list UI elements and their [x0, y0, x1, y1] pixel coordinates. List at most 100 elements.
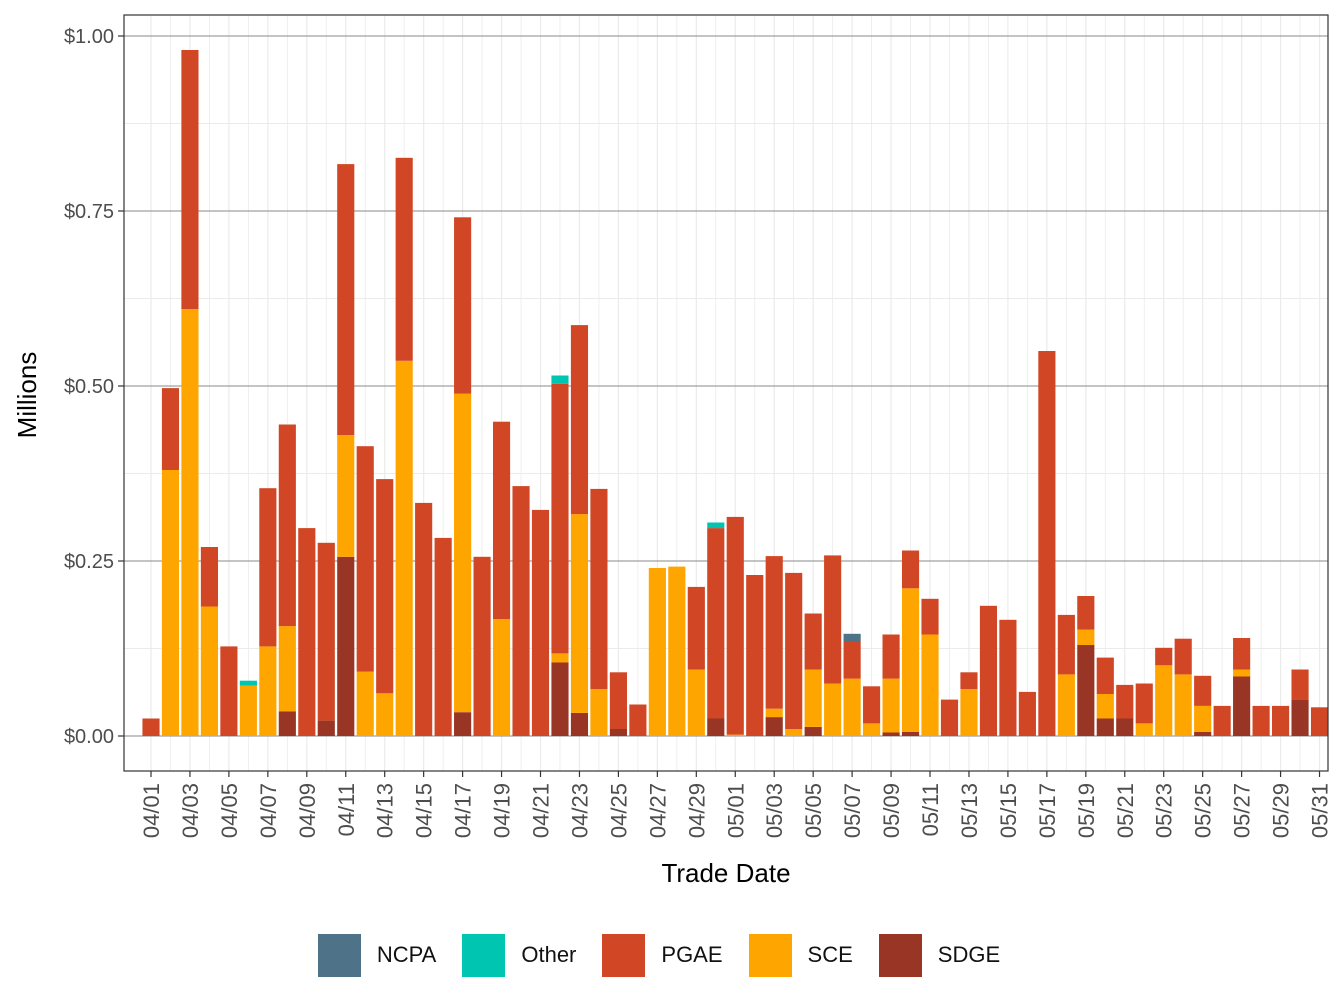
bar-segment-sce-05-04 [785, 729, 803, 736]
bar-segment-pgae-04-18 [473, 556, 491, 736]
x-tick-label: 05/09 [879, 783, 904, 838]
legend-item-ncpa: NCPA [317, 933, 445, 977]
bar-segment-other-04-22 [551, 375, 569, 384]
bar-segment-sce-04-13 [376, 693, 394, 736]
bar-segment-pgae-05-17 [1038, 351, 1056, 736]
x-tick-label: 04/29 [684, 783, 709, 838]
bar-segment-sce-04-02 [161, 470, 180, 736]
bar-segment-pgae-05-04 [785, 572, 803, 729]
bar-segment-sdge-05-09 [882, 732, 900, 736]
bar-segment-pgae-04-15 [415, 502, 433, 736]
bar-segment-pgae-04-11 [337, 164, 355, 435]
bar-segment-pgae-04-30 [707, 528, 725, 719]
bar-segment-pgae-05-23 [1155, 647, 1173, 666]
x-tick-label: 05/17 [1035, 783, 1060, 838]
bar-segment-pgae-04-21 [531, 509, 550, 736]
bar-segment-sdge-05-21 [1116, 718, 1134, 736]
bar-segment-sce-05-11 [921, 634, 939, 736]
bar-segment-pgae-05-01 [726, 516, 744, 735]
bar-segment-pgae-05-05 [804, 613, 822, 670]
bar-segment-sdge-05-20 [1096, 718, 1114, 736]
x-tick-label: 05/23 [1152, 783, 1177, 838]
bar-segment-sce-05-10 [901, 588, 920, 732]
bar-segment-pgae-04-16 [434, 537, 452, 736]
x-tick-label: 04/21 [529, 783, 554, 838]
bar-segment-pgae-05-28 [1252, 705, 1270, 736]
bar-segment-sce-04-24 [590, 689, 608, 736]
x-tick-label: 05/31 [1308, 783, 1333, 838]
bar-segment-sce-04-07 [259, 646, 277, 736]
bar-segment-sce-05-18 [1057, 674, 1075, 736]
bar-segment-sdge-05-30 [1291, 699, 1309, 736]
legend-item-sce: SCE [748, 933, 861, 977]
legend-label: SDGE [937, 942, 1001, 967]
bar-segment-pgae-05-14 [979, 605, 998, 736]
bar-segment-sdge-05-25 [1194, 731, 1212, 736]
legend: NCPA Other PGAE SCE SDGE [0, 930, 1344, 980]
bar-segment-sce-04-12 [356, 671, 374, 736]
bar-segment-pgae-04-05 [220, 646, 238, 736]
bar-segment-sce-05-20 [1096, 694, 1114, 719]
bar-segment-pgae-05-13 [960, 672, 978, 690]
y-tick-label: $0.00 [64, 726, 114, 748]
bar-segment-pgae-04-22 [551, 383, 569, 654]
bar-segment-sdge-05-03 [765, 717, 783, 736]
bar-segment-sdge-04-22 [551, 662, 569, 736]
bar-segment-pgae-04-08 [278, 424, 296, 627]
legend-label: PGAE [661, 942, 723, 967]
x-tick-label: 04/11 [334, 783, 359, 836]
y-tick-label: $0.25 [64, 551, 114, 573]
bar-chart: $0.00 $0.25 $0.50 $0.75 $1.00 04/01 04/03 04/05… [12, 14, 1333, 888]
bar-segment-sdge-05-19 [1077, 645, 1095, 736]
axis-layer: $0.00 $0.25 $0.50 $0.75 $1.00 04/01 04/03 04/05… [64, 14, 1333, 838]
bar-segment-pgae-05-26 [1213, 705, 1231, 736]
bar-segment-sce-05-25 [1194, 705, 1212, 732]
x-tick-label: 04/01 [139, 783, 164, 838]
bar-segment-sce-04-22 [551, 653, 569, 663]
bar-segment-pgae-04-07 [259, 488, 277, 647]
legend-item-other: Other [462, 933, 584, 977]
bar-segment-pgae-04-29 [687, 586, 705, 670]
legend-swatch [748, 933, 792, 977]
bar-segment-pgae-05-18 [1057, 614, 1075, 675]
bar-segment-pgae-05-29 [1272, 705, 1290, 736]
legend-label: Other [521, 942, 577, 967]
legend-swatch [602, 933, 646, 977]
bar-segment-pgae-05-21 [1116, 684, 1134, 719]
bar-segment-sdge-04-08 [278, 711, 296, 736]
bar-segment-sdge-04-11 [337, 556, 355, 736]
bar-segment-pgae-05-31 [1310, 707, 1329, 736]
x-tick-label: 04/09 [295, 783, 320, 838]
bar-segment-pgae-04-14 [395, 157, 413, 361]
bar-segment-sce-05-19 [1077, 629, 1095, 645]
x-tick-label: 05/05 [801, 783, 826, 838]
bar-segment-sce-05-05 [804, 669, 822, 727]
bar-segment-sce-04-27 [648, 568, 666, 736]
x-tick-label: 05/01 [723, 783, 748, 838]
bar-segment-pgae-05-06 [824, 555, 842, 684]
x-tick-label: 04/05 [217, 783, 242, 838]
bar-segment-sdge-04-17 [454, 712, 472, 736]
legend-swatch [462, 933, 506, 977]
bar-segment-pgae-05-27 [1233, 638, 1251, 670]
x-tick-label: 04/23 [567, 783, 592, 838]
legend-swatch [317, 933, 361, 977]
bar-segment-sce-05-13 [960, 689, 978, 736]
bar-segment-sce-05-06 [824, 683, 842, 736]
bar-segment-pgae-05-09 [882, 634, 900, 679]
bar-segment-pgae-04-20 [512, 486, 530, 736]
x-tick-label: 05/07 [840, 783, 865, 838]
bar-segment-sdge-04-10 [317, 720, 335, 736]
legend-item-sdge: SDGE [878, 933, 1008, 977]
x-tick-label: 04/07 [256, 783, 281, 838]
bar-segment-pgae-04-23 [570, 325, 589, 515]
bar-segment-pgae-04-17 [454, 217, 472, 394]
x-tick-label: 04/15 [412, 783, 437, 838]
bar-segment-sce-05-24 [1174, 674, 1192, 736]
x-axis-title: Trade Date [661, 858, 790, 888]
bar-segment-pgae-04-04 [200, 547, 218, 607]
x-tick-label: 04/27 [645, 783, 670, 838]
bar-segment-sce-05-01 [726, 734, 744, 736]
x-tick-label: 05/11 [918, 783, 943, 836]
x-tick-label: 04/13 [373, 783, 398, 838]
